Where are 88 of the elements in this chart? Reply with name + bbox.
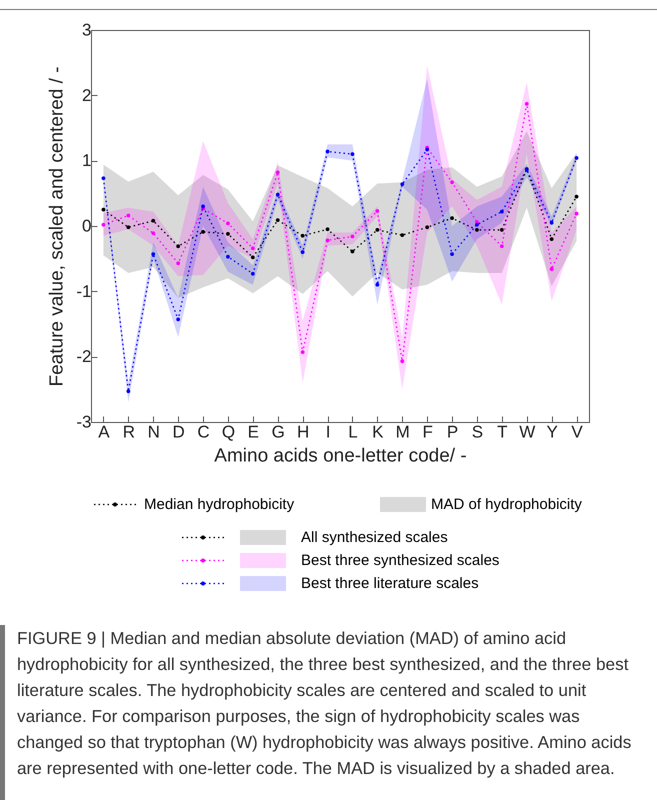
x-tick-label: H <box>297 422 310 442</box>
point <box>400 182 404 186</box>
y-tick-label: 1 <box>82 151 92 170</box>
y-tick-label: 3 <box>82 20 92 40</box>
point <box>300 250 305 254</box>
point <box>574 156 578 160</box>
x-tick-label: K <box>372 422 384 442</box>
x-tick-label: Y <box>546 422 558 442</box>
x-tick-label: V <box>571 422 584 442</box>
point <box>326 238 330 242</box>
y-tick-label: -1 <box>76 282 92 301</box>
point <box>500 210 504 214</box>
x-tick-label: C <box>197 422 210 442</box>
point <box>250 246 255 250</box>
point <box>226 222 230 226</box>
point <box>350 250 354 254</box>
point <box>375 209 380 213</box>
x-tick-label: W <box>519 422 536 442</box>
x-axis-title: Amino acids one-letter code/ - <box>214 446 467 466</box>
x-tick-label: I <box>326 422 330 442</box>
point <box>550 237 554 241</box>
x-tick-label: P <box>446 422 458 442</box>
x-tick-label: E <box>248 422 260 442</box>
point <box>126 389 130 394</box>
x-tick-label: T <box>497 422 508 442</box>
y-tick-label: 0 <box>82 216 92 236</box>
point <box>500 228 504 232</box>
point <box>400 233 404 238</box>
point <box>500 244 504 248</box>
caption: FIGURE 9 | Median and median absolute deviation (MAD) of amino acid hydrophobicity for all synthesized, the three best synthesized, and the three best literature scales. The hydrophobicity scales are centered and scaled to unit variance. For comparison purposes, the sign of hydrophobicity scales was changed so that tryptophan (W) hydrophobicity was always positive. Amino acids are represented with one-letter code. The MAD is visualized by a shaded area. <box>0 625 640 800</box>
point <box>550 220 554 225</box>
point <box>250 272 255 276</box>
point <box>550 267 554 271</box>
point <box>151 218 156 223</box>
point <box>300 234 305 238</box>
point <box>350 152 354 156</box>
point <box>475 222 479 227</box>
x-tick-label: S <box>472 422 484 442</box>
point <box>326 150 330 154</box>
point <box>126 225 130 230</box>
y-axis-title: Feature value, scaled and centered / - <box>46 66 68 387</box>
point <box>524 102 529 106</box>
x-tick-label: Q <box>222 422 236 442</box>
point <box>574 194 578 198</box>
point <box>276 170 280 174</box>
legend-label: Best three literature scales <box>301 575 479 592</box>
point <box>425 225 430 230</box>
point <box>375 282 380 287</box>
point <box>300 350 305 354</box>
point <box>574 212 578 216</box>
point <box>450 216 454 220</box>
point <box>475 228 479 232</box>
point <box>102 222 106 227</box>
x-tick-label: F <box>422 422 433 442</box>
y-tick-label: -2 <box>76 347 92 366</box>
x-tick-label: D <box>172 422 185 442</box>
point <box>250 255 255 260</box>
point <box>326 227 330 232</box>
y-tick-label: -3 <box>76 412 92 432</box>
point <box>102 208 106 212</box>
legend-label: Best three synthesized scales <box>301 552 500 569</box>
text: Median hydrophobicity <box>144 496 294 513</box>
point <box>102 176 106 180</box>
point <box>450 252 454 256</box>
point <box>151 252 156 256</box>
point <box>176 244 180 248</box>
point <box>350 234 354 238</box>
point <box>375 228 380 232</box>
y-tick-label: 2 <box>82 86 92 105</box>
x-tick-label: G <box>272 422 285 442</box>
point <box>176 318 180 322</box>
x-tick-label: M <box>396 422 410 442</box>
point <box>450 180 454 184</box>
x-tick-label: N <box>148 422 160 442</box>
text: MAD of hydrophobicity <box>431 496 582 513</box>
x-tick-label: R <box>122 422 135 442</box>
point <box>276 192 280 197</box>
point <box>126 214 130 218</box>
point <box>276 218 280 222</box>
point <box>226 254 230 259</box>
point <box>226 232 230 236</box>
point <box>201 230 205 234</box>
point <box>151 231 156 236</box>
x-tick-label: A <box>98 422 110 442</box>
x-tick-label: L <box>348 422 358 442</box>
point <box>400 359 404 364</box>
legend-label: All synthesized scales <box>301 529 448 546</box>
point <box>176 261 180 266</box>
